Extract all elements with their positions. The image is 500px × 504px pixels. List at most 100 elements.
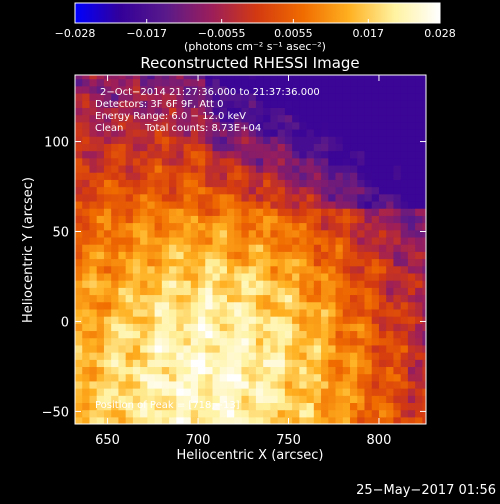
heatmap-cell <box>154 294 163 303</box>
heatmap-cell <box>190 258 199 267</box>
heatmap-cell <box>132 395 141 404</box>
heatmap-cell <box>263 330 272 339</box>
heatmap-cell <box>378 92 387 101</box>
heatmap-cell <box>147 287 156 296</box>
heatmap-cell <box>234 265 243 274</box>
heatmap-cell <box>198 373 206 382</box>
heatmap-cell <box>255 244 264 252</box>
heatmap-cell <box>393 395 402 404</box>
heatmap-cell <box>125 366 134 375</box>
heatmap-cell <box>378 85 387 94</box>
heatmap-cell <box>190 150 199 159</box>
heatmap-cell <box>198 244 206 252</box>
heatmap-cell <box>277 301 286 310</box>
heatmap-cell <box>190 337 199 346</box>
heatmap-cell <box>111 388 120 396</box>
heatmap-cell <box>364 114 373 123</box>
heatmap-cell <box>270 75 279 80</box>
heatmap-cell <box>335 352 344 360</box>
heatmap-cell <box>357 265 366 274</box>
heatmap-cell <box>161 301 170 310</box>
heatmap-cell <box>205 323 214 332</box>
heatmap-cell <box>328 402 337 411</box>
heatmap-cell <box>371 265 380 274</box>
heatmap-cell <box>386 143 395 152</box>
heatmap-cell <box>75 337 83 346</box>
heatmap-cell <box>357 164 366 173</box>
heatmap-cell <box>190 78 199 87</box>
heatmap-cell <box>335 164 344 173</box>
heatmap-cell <box>154 380 163 389</box>
heatmap-cell <box>125 107 134 116</box>
heatmap-cell <box>292 200 300 209</box>
heatmap-cell <box>350 75 358 80</box>
heatmap-cell <box>357 294 366 303</box>
heatmap-cell <box>154 85 163 94</box>
heatmap-cell <box>96 287 105 296</box>
heatmap-cell <box>386 179 395 188</box>
heatmap-cell <box>205 373 214 382</box>
heatmap-cell <box>328 200 337 209</box>
heatmap-cell <box>342 330 351 339</box>
heatmap-cell <box>350 164 358 173</box>
heatmap-cell <box>357 388 366 396</box>
heatmap-cell <box>140 395 148 404</box>
heatmap-cell <box>313 193 322 202</box>
heatmap-cell <box>219 75 228 80</box>
heatmap-cell <box>103 388 112 396</box>
heatmap-cell <box>169 85 177 94</box>
heatmap-cell <box>321 85 329 94</box>
heatmap-cell <box>234 380 243 389</box>
heatmap-cell <box>226 380 235 389</box>
heatmap-cell <box>248 344 257 353</box>
heatmap-cell <box>176 265 185 274</box>
heatmap-cell <box>328 208 337 216</box>
heatmap-cell <box>190 157 199 166</box>
heatmap-cell <box>226 244 235 252</box>
heatmap-cell <box>407 114 416 123</box>
heatmap-cell <box>270 215 279 224</box>
heatmap-cell <box>198 236 206 245</box>
heatmap-cell <box>205 316 214 324</box>
heatmap-cell <box>306 308 315 317</box>
heatmap-cell <box>169 287 177 296</box>
heatmap-cell <box>154 222 163 231</box>
heatmap-cell <box>335 373 344 382</box>
heatmap-cell <box>241 222 250 231</box>
heatmap-cell <box>357 150 366 159</box>
heatmap-cell <box>75 352 83 360</box>
heatmap-cell <box>111 316 120 324</box>
heatmap-cell <box>75 366 83 375</box>
heatmap-cell <box>313 330 322 339</box>
heatmap-cell <box>132 352 141 360</box>
heatmap-cell <box>219 128 228 137</box>
heatmap-cell <box>415 179 423 188</box>
heatmap-cell <box>255 359 264 368</box>
heatmap-cell <box>111 244 120 252</box>
heatmap-cell <box>198 186 206 195</box>
heatmap-cell <box>219 265 228 274</box>
heatmap-cell <box>328 330 337 339</box>
heatmap-cell <box>364 85 373 94</box>
heatmap-cell <box>422 229 426 238</box>
heatmap-cell <box>248 330 257 339</box>
heatmap-cell <box>132 236 141 245</box>
heatmap-cell <box>270 100 279 108</box>
heatmap-cell <box>183 75 192 80</box>
heatmap-cell <box>234 251 243 260</box>
heatmap-cell <box>407 157 416 166</box>
heatmap-cell <box>82 258 91 267</box>
heatmap-cell <box>422 150 426 159</box>
heatmap-cell <box>328 150 337 159</box>
heatmap-cell <box>154 323 163 332</box>
heatmap-cell <box>198 107 206 116</box>
heatmap-cell <box>299 75 308 80</box>
heatmap-cell <box>328 258 337 267</box>
heatmap-cell <box>176 280 185 288</box>
heatmap-cell <box>219 222 228 231</box>
heatmap-cell <box>176 128 185 137</box>
heatmap-cell <box>393 143 402 152</box>
heatmap-cell <box>292 229 300 238</box>
heatmap-cell <box>422 200 426 209</box>
heatmap-cell <box>248 208 257 216</box>
